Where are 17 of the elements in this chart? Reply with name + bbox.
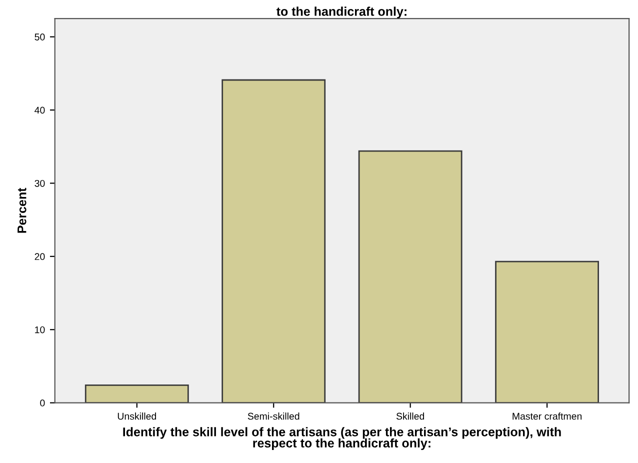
x-tick-label: Master craftmen <box>512 412 582 420</box>
x-axis-title: Identify the skill level of the artisans (as per the artisan’s perception), with respect to the handicraft only: <box>123 427 561 450</box>
y-tick-label: 10 <box>35 326 45 334</box>
x-tick-label: Unskilled <box>118 412 156 420</box>
y-tick-label: 40 <box>34 106 45 114</box>
bar <box>222 79 326 403</box>
bar <box>358 150 462 403</box>
chart-title: to the handicraft only: <box>276 6 406 18</box>
bar <box>495 260 599 403</box>
bar <box>84 384 189 403</box>
y-tick-label: 50 <box>34 34 45 40</box>
y-tick-label: 30 <box>34 180 45 187</box>
y-tick-label: 0 <box>40 400 45 406</box>
x-tick-label: Skilled <box>396 412 424 420</box>
y-tick-label: 20 <box>34 253 45 260</box>
x-tick-label: Semi-skilled <box>248 412 300 420</box>
y-axis-title: Percent <box>18 188 26 233</box>
